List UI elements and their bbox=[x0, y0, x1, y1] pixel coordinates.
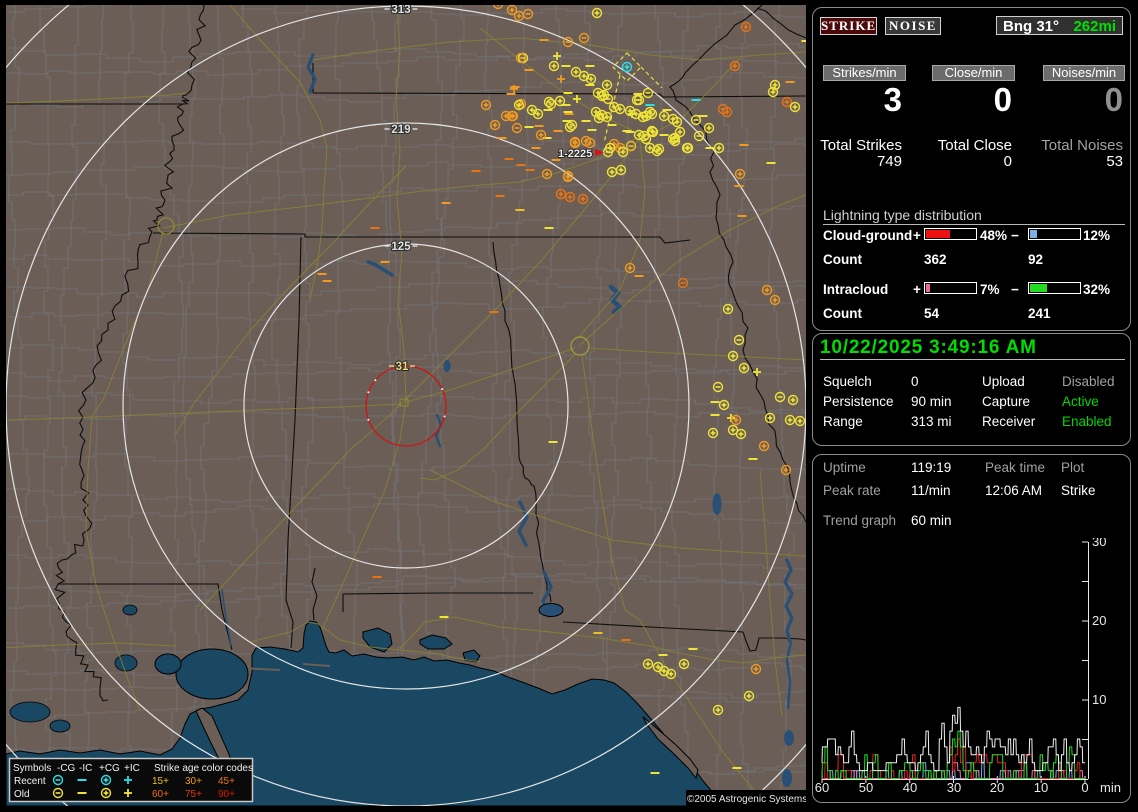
svg-text:15+: 15+ bbox=[152, 776, 169, 787]
svg-text:1-2225: 1-2225 bbox=[558, 148, 592, 160]
svg-text:Symbols: Symbols bbox=[13, 763, 51, 774]
svg-text:313: 313 bbox=[391, 5, 410, 16]
svg-text:30: 30 bbox=[947, 780, 961, 795]
svg-text:10: 10 bbox=[1092, 692, 1106, 707]
svg-text:125: 125 bbox=[391, 241, 411, 253]
svg-text:40: 40 bbox=[903, 780, 917, 795]
svg-text:30+: 30+ bbox=[185, 776, 202, 787]
svg-text:30: 30 bbox=[1092, 538, 1106, 549]
svg-text:Strike age color codes: Strike age color codes bbox=[154, 763, 253, 774]
svg-text:+IC: +IC bbox=[124, 763, 140, 774]
svg-text:20: 20 bbox=[1092, 613, 1106, 628]
svg-text:+CG: +CG bbox=[99, 763, 120, 774]
svg-text:-IC: -IC bbox=[79, 763, 92, 774]
svg-text:Old: Old bbox=[14, 789, 30, 800]
svg-text:90+: 90+ bbox=[218, 789, 235, 800]
svg-text:60: 60 bbox=[815, 780, 829, 795]
svg-text:45+: 45+ bbox=[218, 776, 235, 787]
svg-text:20: 20 bbox=[990, 780, 1004, 795]
svg-text:©2005 Astrogenic Systems: ©2005 Astrogenic Systems bbox=[687, 794, 806, 805]
svg-text:219: 219 bbox=[391, 124, 410, 136]
svg-text:Recent: Recent bbox=[14, 776, 46, 787]
svg-text:50: 50 bbox=[859, 780, 873, 795]
svg-text:60+: 60+ bbox=[152, 789, 169, 800]
svg-text:min: min bbox=[1100, 780, 1121, 795]
svg-text:0: 0 bbox=[1081, 780, 1088, 795]
svg-text:10: 10 bbox=[1034, 780, 1048, 795]
svg-text:31: 31 bbox=[396, 361, 409, 373]
svg-text:-CG: -CG bbox=[57, 763, 76, 774]
svg-text:75+: 75+ bbox=[185, 789, 202, 800]
